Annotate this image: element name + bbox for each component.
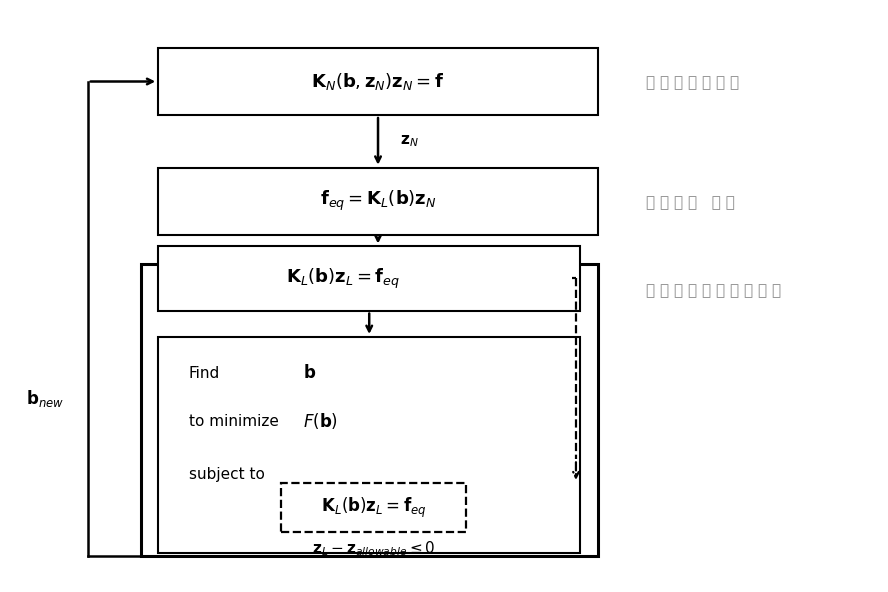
Bar <box>281 482 466 532</box>
Text: subject to: subject to <box>189 466 265 481</box>
Text: $F(\mathbf{b})$: $F(\mathbf{b})$ <box>304 411 338 432</box>
Text: $\mathbf{f}_{eq} = \mathbf{K}_L(\mathbf{b})\mathbf{z}_N$: $\mathbf{f}_{eq} = \mathbf{K}_L(\mathbf{… <box>320 189 436 213</box>
Bar <box>158 337 581 553</box>
Text: $\mathbf{b}_{new}$: $\mathbf{b}_{new}$ <box>26 388 64 408</box>
Text: Find: Find <box>189 365 220 381</box>
Text: 선 형 정 적 반 응 최 적 설 계: 선 형 정 적 반 응 최 적 설 계 <box>646 282 781 298</box>
Text: $\mathbf{z}_L - \mathbf{z}_{allowable} \leq 0$: $\mathbf{z}_L - \mathbf{z}_{allowable} \… <box>312 539 435 558</box>
Text: $\mathbf{K}_L(\mathbf{b})\mathbf{z}_L = \mathbf{f}_{eq}$: $\mathbf{K}_L(\mathbf{b})\mathbf{z}_L = … <box>286 266 400 291</box>
Text: $\mathbf{z}_N$: $\mathbf{z}_N$ <box>400 133 419 149</box>
Text: $\mathbf{K}_N(\mathbf{b},\mathbf{z}_N)\mathbf{z}_N = \mathbf{f}$: $\mathbf{K}_N(\mathbf{b},\mathbf{z}_N)\m… <box>312 71 445 92</box>
Bar <box>158 48 598 115</box>
Text: 등 가 하 중   계 산: 등 가 하 중 계 산 <box>646 195 735 210</box>
Bar <box>158 168 598 234</box>
Text: 비 선 형 정 적 해 석: 비 선 형 정 적 해 석 <box>646 75 740 91</box>
Bar <box>140 264 598 556</box>
Bar <box>158 246 581 311</box>
Text: $\mathbf{b}$: $\mathbf{b}$ <box>304 364 316 382</box>
Text: $\mathbf{K}_L(\mathbf{b})\mathbf{z}_L = \mathbf{f}_{eq}$: $\mathbf{K}_L(\mathbf{b})\mathbf{z}_L = … <box>321 496 426 520</box>
Text: to minimize: to minimize <box>189 414 279 429</box>
